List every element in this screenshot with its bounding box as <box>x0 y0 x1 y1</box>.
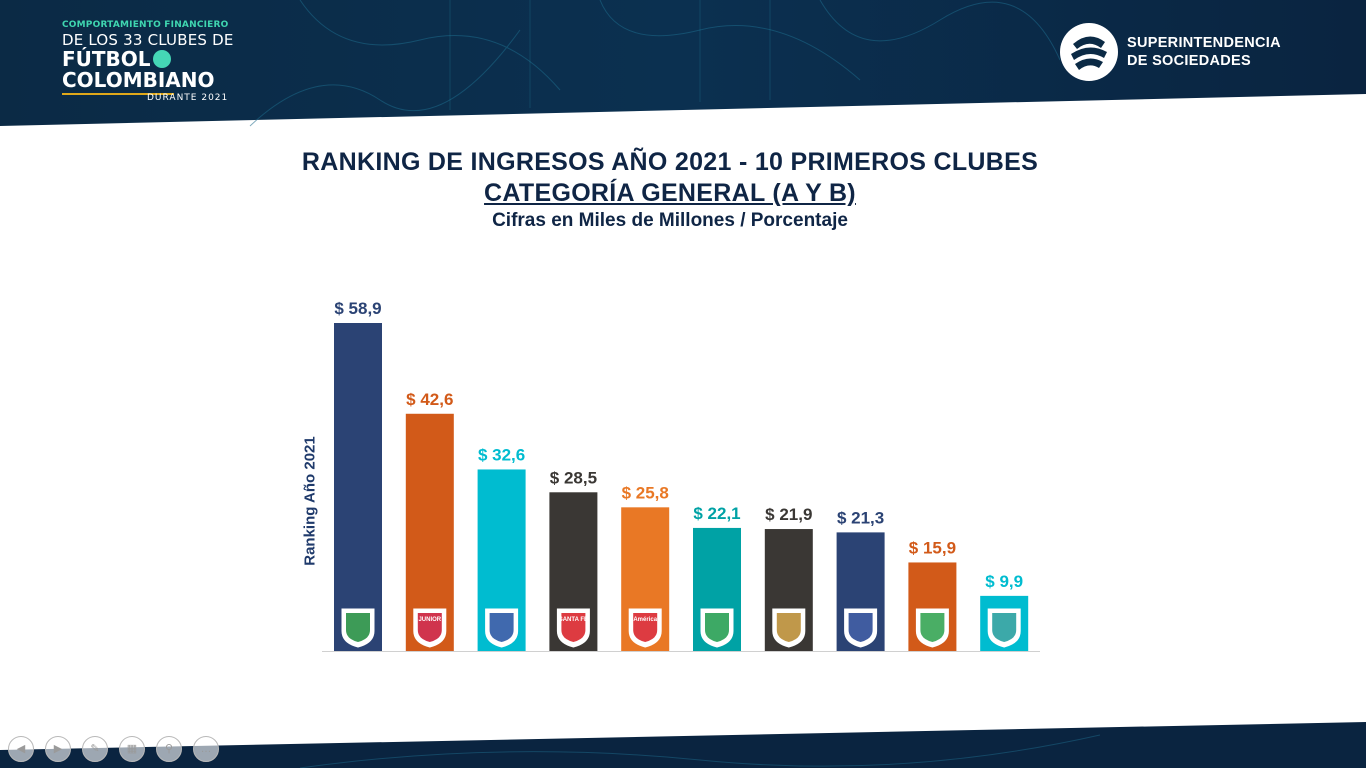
data-label: $ 21,3 <box>837 508 884 527</box>
bar <box>334 323 382 651</box>
chart-units-note: Cifras en Miles de Millones / Porcentaje <box>492 210 848 231</box>
slides-icon[interactable]: ▦ <box>119 736 145 762</box>
svg-text:JUNIOR: JUNIOR <box>418 617 441 623</box>
atletico-nacional-badge <box>341 608 375 648</box>
supersociedades-emblem-icon <box>1060 23 1118 81</box>
data-label: $ 25,8 <box>622 483 669 502</box>
chart-title: RANKING DE INGRESOS AÑO 2021 - 10 PRIMER… <box>301 148 1039 176</box>
pen-icon[interactable]: ✎ <box>82 736 108 762</box>
brand-line-1: COMPORTAMIENTO FINANCIERO <box>62 20 229 30</box>
data-label: $ 42,6 <box>406 390 453 409</box>
svg-text:América: América <box>633 617 657 623</box>
brand-line-3: FÚTBOL <box>62 49 242 70</box>
america-badge: América <box>628 608 662 648</box>
millonarios-badge <box>485 608 519 648</box>
deportivo-cali-badge <box>700 608 734 648</box>
brand-line-2: DE LOS 33 CLUBES DE <box>62 31 234 49</box>
institution-line-1: SUPERINTENDENCIA <box>1127 35 1281 51</box>
next-icon[interactable]: ▶ <box>45 736 71 762</box>
brand-line-5: DURANTE 2021 <box>147 93 229 103</box>
institution-line-2: DE SOCIEDADES <box>1127 53 1251 69</box>
santa-fe-badge: SANTA FE <box>556 608 590 648</box>
soccer-ball-icon <box>152 50 171 68</box>
prev-icon[interactable]: ◀ <box>8 736 34 762</box>
event-brand-logo: COMPORTAMIENTO FINANCIERO DE LOS 33 CLUB… <box>62 20 242 103</box>
data-label: $ 9,9 <box>985 572 1023 591</box>
more-icon[interactable]: … <box>193 736 219 762</box>
data-label: $ 15,9 <box>909 538 956 557</box>
once-caldas-badge <box>987 608 1021 648</box>
data-label: $ 32,6 <box>478 445 525 464</box>
zoom-icon[interactable]: ⚲ <box>156 736 182 762</box>
data-label: $ 28,5 <box>550 468 597 487</box>
data-label: $ 22,1 <box>693 504 740 523</box>
data-label: $ 58,9 <box>334 299 381 318</box>
brand-line-4: COLOMBIANO <box>62 68 215 92</box>
data-label: $ 21,9 <box>765 505 812 524</box>
brand-underline <box>62 93 174 95</box>
junior-badge: JUNIOR <box>413 608 447 648</box>
chart-subtitle: CATEGORÍA GENERAL (A Y B) <box>484 179 856 207</box>
supersociedades-logo: SUPERINTENDENCIA DE SOCIEDADES <box>1059 22 1281 82</box>
svg-text:SANTA FE: SANTA FE <box>559 617 588 623</box>
tolima-badge <box>772 608 806 648</box>
medellin-badge <box>844 608 878 648</box>
equidad-badge <box>915 608 949 648</box>
